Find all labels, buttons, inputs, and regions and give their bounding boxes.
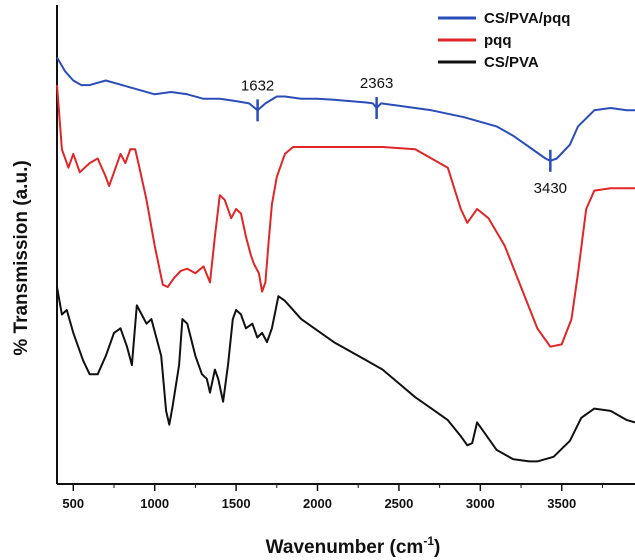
annotation-layer: 1632 2363 3430 (241, 75, 567, 197)
x-axis-title: Wavenumber (cm-1) (266, 534, 441, 558)
x-tick-label: 2500 (384, 496, 413, 511)
series-line-pqq (56, 85, 635, 348)
x-tick-group: 500 1000 1500 2000 2500 3000 3500 (62, 484, 603, 511)
plot-frame (56, 5, 635, 485)
x-tick-label: 3500 (547, 496, 576, 511)
y-axis-title: % Transmission (a.u.) (11, 160, 32, 355)
peak-label-3430: 3430 (534, 180, 567, 197)
x-tick-label: 1500 (222, 496, 251, 511)
peak-label-1632: 1632 (241, 77, 274, 94)
x-tick-label: 3000 (466, 496, 495, 511)
x-axis-title-main: Wavenumber (cm (266, 537, 424, 558)
series-layer (56, 56, 635, 463)
x-tick-label: 1000 (140, 496, 169, 511)
legend-label: pqq (484, 32, 512, 49)
series-line-cs-pva (56, 286, 635, 463)
legend: CS/PVA/pqq pqq CS/PVA (438, 10, 570, 71)
x-axis-title-end: ) (434, 537, 440, 558)
legend-label: CS/PVA (484, 54, 539, 71)
x-axis-title-sup: -1 (423, 534, 434, 548)
legend-label: CS/PVA/pqq (484, 10, 570, 27)
peak-label-2363: 2363 (360, 75, 393, 92)
x-tick-label: 500 (62, 496, 84, 511)
x-tick-label: 2000 (303, 496, 332, 511)
series-line-cs-pva-pqq (56, 56, 635, 162)
